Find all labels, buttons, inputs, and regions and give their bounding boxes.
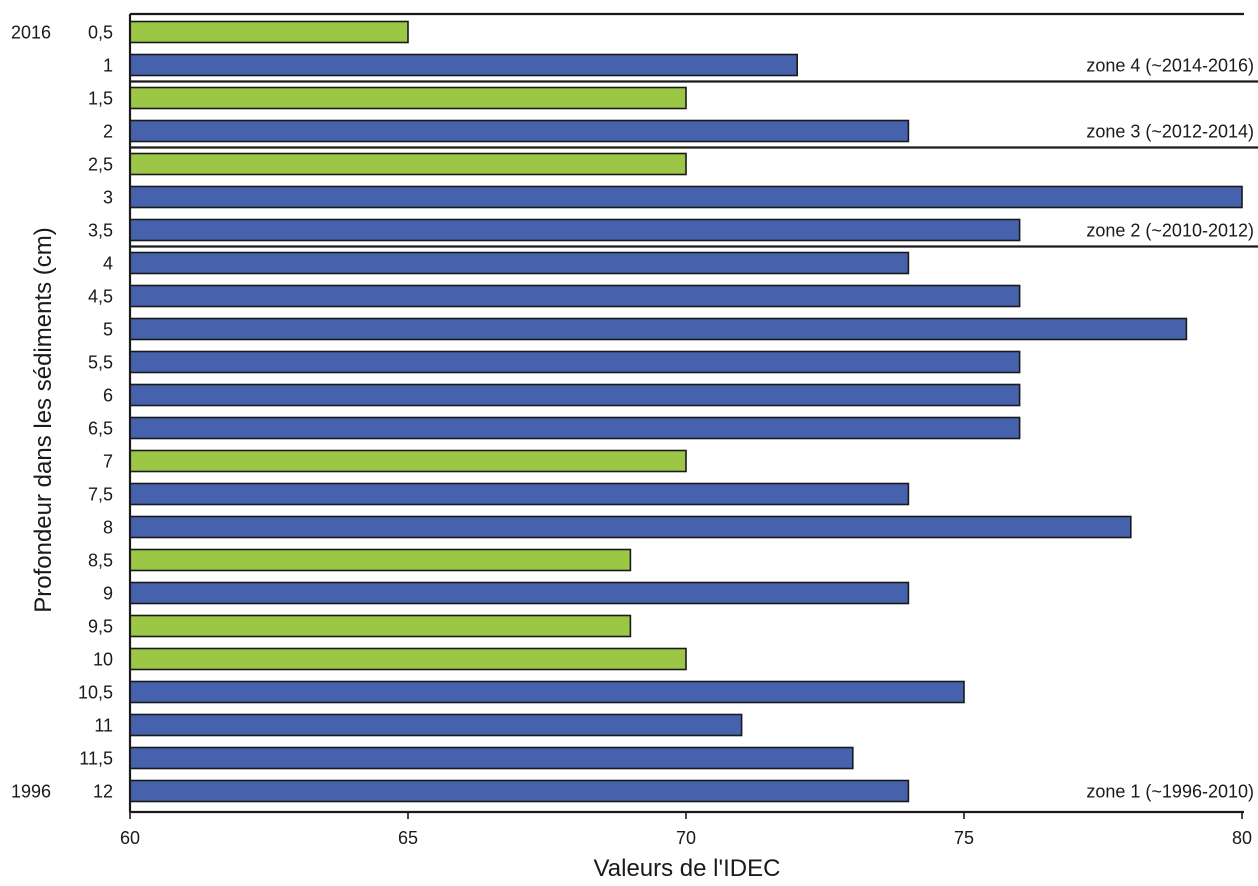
- bar-depth-8-5: [129, 548, 632, 572]
- year-label: 2016: [11, 23, 51, 43]
- y-tick-label: 4,5: [88, 287, 113, 307]
- zone-label: zone 4 (~2014-2016): [1086, 56, 1254, 76]
- y-tick-label: 5,5: [88, 353, 113, 373]
- x-tick-label: 80: [1232, 828, 1252, 848]
- y-tick-label: 12: [93, 782, 113, 802]
- y-tick-label: 0,5: [88, 23, 113, 43]
- y-tick-label: 11,5: [79, 749, 113, 769]
- y-tick-label: 10: [93, 650, 113, 670]
- bar-depth-7-5: [129, 482, 910, 506]
- y-tick-label: 1,5: [88, 89, 113, 109]
- y-tick-label: 10,5: [78, 683, 113, 703]
- bar-depth-0-5: [129, 20, 409, 44]
- bar-depth-2: [129, 119, 910, 143]
- bar-depth-6-5: [129, 416, 1021, 440]
- bar-depth-3-5: [129, 218, 1021, 242]
- y-tick-label: 8: [103, 518, 113, 538]
- bar-depth-2-5: [129, 152, 687, 176]
- zone-separators: [130, 80, 1258, 248]
- y-tick-label: 11: [94, 716, 113, 736]
- bar-depth-10: [129, 647, 687, 671]
- x-tick-label: 70: [676, 828, 696, 848]
- bar-depth-1: [129, 53, 799, 77]
- y-tick-label: 2: [103, 122, 113, 142]
- annotation-labels: zone 4 (~2014-2016) zone 3 (~2012-2014) zo…: [11, 23, 1254, 802]
- bar-depth-6: [129, 383, 1021, 407]
- x-axis-title: Valeurs de l'IDEC: [594, 855, 781, 882]
- bar-depth-4-5: [129, 284, 1021, 308]
- y-axis-category-labels: 0,511,522,533,544,555,566,577,588,599,51…: [78, 23, 113, 802]
- y-tick-label: 4: [103, 254, 113, 274]
- x-tick-label: 65: [398, 828, 418, 848]
- x-tick-label: 75: [954, 828, 974, 848]
- y-tick-label: 2,5: [88, 155, 113, 175]
- bar-depth-9-5: [129, 614, 632, 638]
- bar-depth-5: [129, 317, 1188, 341]
- y-tick-label: 7: [103, 452, 113, 472]
- y-tick-label: 3: [103, 188, 113, 208]
- bars-layer: [129, 20, 1243, 803]
- y-tick-label: 7,5: [88, 485, 113, 505]
- bar-depth-8: [129, 515, 1132, 539]
- x-axis-ticks: 60 65 70 75 80: [120, 812, 1252, 848]
- y-tick-label: 5: [103, 320, 113, 340]
- zone-label: zone 3 (~2012-2014): [1086, 122, 1254, 142]
- y-tick-label: 9,5: [88, 617, 113, 637]
- y-tick-label: 3,5: [88, 221, 113, 241]
- bar-depth-3: [129, 185, 1243, 209]
- bar-depth-10-5: [129, 680, 965, 704]
- zone-label: zone 2 (~2010-2012): [1086, 221, 1254, 241]
- bar-depth-4: [129, 251, 910, 275]
- bar-depth-1-5: [129, 86, 687, 110]
- y-tick-label: 8,5: [88, 551, 113, 571]
- axes: [128, 12, 1244, 814]
- year-label: 1996: [11, 782, 51, 802]
- y-tick-label: 6,5: [88, 419, 113, 439]
- bar-depth-11: [129, 713, 743, 737]
- x-tick-label: 60: [120, 828, 140, 848]
- bar-depth-11-5: [129, 746, 854, 770]
- bar-depth-12: [129, 779, 910, 803]
- zone-label: zone 1 (~1996-2010): [1086, 782, 1254, 802]
- bar-depth-9: [129, 581, 910, 605]
- y-tick-label: 9: [103, 584, 113, 604]
- bar-depth-5-5: [129, 350, 1021, 374]
- y-tick-label: 1: [103, 56, 113, 76]
- y-tick-label: 6: [103, 386, 113, 406]
- bar-depth-7: [129, 449, 687, 473]
- y-axis-title: Profondeur dans les sédiments (cm): [30, 227, 57, 613]
